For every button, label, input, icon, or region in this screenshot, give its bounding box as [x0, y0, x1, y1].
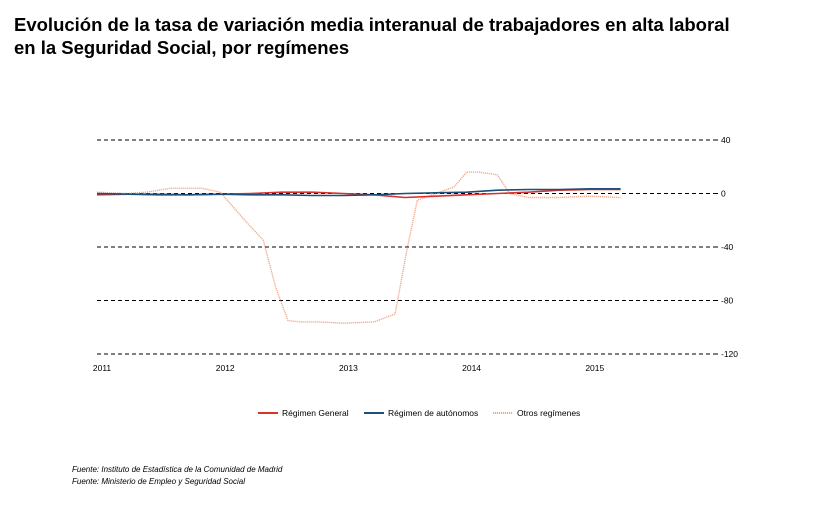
y-tick-label: 40: [721, 135, 731, 145]
y-tick-label: -40: [721, 242, 734, 252]
gridlines: [97, 139, 713, 355]
x-tick-label: 2014: [462, 363, 481, 373]
x-tick-label: 2015: [585, 363, 604, 373]
source-line-1: Fuente: Instituto de Estadística de la C…: [72, 465, 283, 474]
y-tick-label: 0: [721, 189, 726, 199]
y-tick-label: -80: [721, 296, 734, 306]
x-axis-ticks: 2011 2012 2013 2014 2015: [93, 363, 605, 373]
title-line-1: Evolución de la tasa de variación media …: [14, 14, 730, 35]
series-line-autonomos: [96, 188, 621, 197]
legend-label-general: Régimen General: [282, 408, 349, 418]
y-axis-ticks: 40 0 -40 -80 -120: [713, 135, 738, 359]
x-tick-label: 2013: [339, 363, 358, 373]
legend-label-otros: Otros regímenes: [517, 408, 580, 418]
legend: Régimen General Régimen de autónomos Otros…: [258, 408, 580, 418]
chart-title: Evolución de la tasa de variación media …: [14, 13, 804, 59]
series-line-otros: [96, 171, 621, 324]
x-tick-label: 2012: [216, 363, 235, 373]
legend-label-autonomos: Régimen de autónomos: [388, 408, 478, 418]
series-lines: [96, 171, 621, 324]
x-tick-label: 2011: [93, 363, 112, 373]
source-line-2: Fuente: Ministerio de Empleo y Seguridad…: [72, 477, 245, 486]
title-line-2: en la Seguridad Social, por regímenes: [14, 37, 350, 58]
y-tick-label: -120: [721, 349, 738, 359]
sources: Fuente: Instituto de Estadística de la C…: [72, 464, 282, 488]
